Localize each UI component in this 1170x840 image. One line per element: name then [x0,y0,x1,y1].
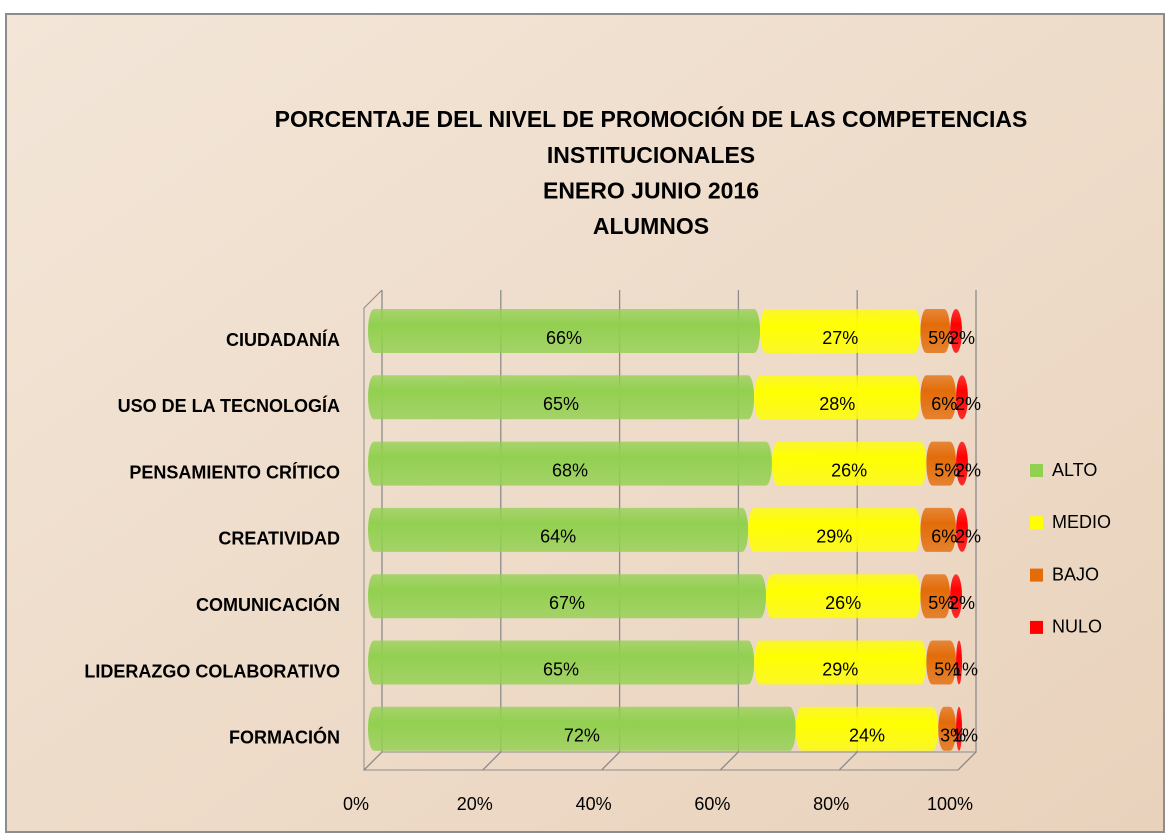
data-label: 2% [949,328,975,348]
data-label: 5% [934,659,960,679]
data-label: 3% [940,726,966,746]
data-label: 29% [816,527,852,547]
data-label: 67% [549,593,585,613]
bar-segment [368,309,761,353]
data-label: 72% [564,726,600,746]
bar-segment [926,640,957,685]
bar-segment [956,441,968,486]
data-label: 6% [931,527,957,547]
data-label: 27% [822,328,858,348]
bar-segment [771,441,927,486]
y-tick-label: CREATIVIDAD [218,529,340,549]
y-tick-label: LIDERAZGO COLABORATIVO [84,661,340,681]
data-label: 2% [949,593,975,613]
bar-segment [760,309,921,353]
bar-segment [920,309,951,353]
y-tick-label: PENSAMIENTO CRÍTICO [129,461,340,482]
x-tick-label: 100% [927,794,973,814]
data-label: 26% [831,460,867,480]
bar-segment [368,507,749,552]
x-tick-label: 40% [576,794,612,814]
bar-segment [754,375,921,420]
y-tick-label: COMUNICACIÓN [196,594,340,615]
data-label: 65% [543,394,579,414]
data-label: 6% [931,394,957,414]
bar-segment [754,640,927,685]
title-line: ENERO JUNIO 2016 [543,177,759,203]
legend-label: ALTO [1052,460,1097,480]
x-tick-label: 60% [694,794,730,814]
data-label: 24% [849,726,885,746]
title-line: PORCENTAJE DEL NIVEL DE PROMOCIÓN DE LAS… [275,105,1028,132]
bar-segment [368,375,755,420]
data-label: 29% [822,659,858,679]
bar-segment [938,706,957,751]
legend-swatch [1030,464,1043,477]
data-label: 2% [955,394,981,414]
legend-label: NULO [1052,617,1102,637]
y-tick-label: CIUDADANÍA [226,329,340,350]
data-label: 5% [928,593,954,613]
data-label: 2% [955,527,981,547]
bar-segment [956,706,962,751]
bar-segment [920,507,957,552]
bar-segment [368,640,755,685]
data-label: 1% [952,659,978,679]
data-label: 5% [934,460,960,480]
data-label: 5% [928,328,954,348]
x-tick-label: 80% [813,794,849,814]
legend-swatch [1030,620,1043,634]
bar-segment [368,574,766,619]
bar-segment [795,706,939,751]
bar-segment [368,706,796,751]
x-tick-label: 20% [457,794,493,814]
title-line: INSTITUCIONALES [547,142,755,168]
bar-segment [950,574,962,619]
bar-segment [920,375,957,420]
bar-segment [765,574,921,619]
x-tick-label: 0% [343,794,369,814]
data-label: 65% [543,659,579,679]
wall-edge [363,289,383,770]
bar-segment [748,507,921,552]
bar-segment [368,441,772,486]
legend-swatch [1030,516,1043,530]
bar-segment [926,441,957,486]
title-line: ALUMNOS [593,213,709,239]
data-label: 28% [819,394,855,414]
y-tick-label: FORMACIÓN [229,727,340,748]
bar-segment [956,375,968,420]
data-label: 1% [952,726,978,746]
y-tick-label: USO DE LA TECNOLOGÍA [118,395,340,416]
grid-line [957,290,977,771]
chart-title: PORCENTAJE DEL NIVEL DE PROMOCIÓN DE LAS… [275,105,1028,239]
bar-segment [950,309,962,353]
legend-label: MEDIO [1052,512,1111,532]
data-label: 68% [552,460,588,480]
data-label: 64% [540,527,576,547]
data-label: 2% [955,460,981,480]
bar-segment [920,574,951,619]
bar-segment [956,640,962,685]
data-label: 26% [825,593,861,613]
data-label: 66% [546,328,582,348]
chart-frame [5,13,1165,833]
legend-swatch [1030,568,1043,582]
legend-label: BAJO [1052,564,1099,584]
bar-segment [956,507,968,552]
